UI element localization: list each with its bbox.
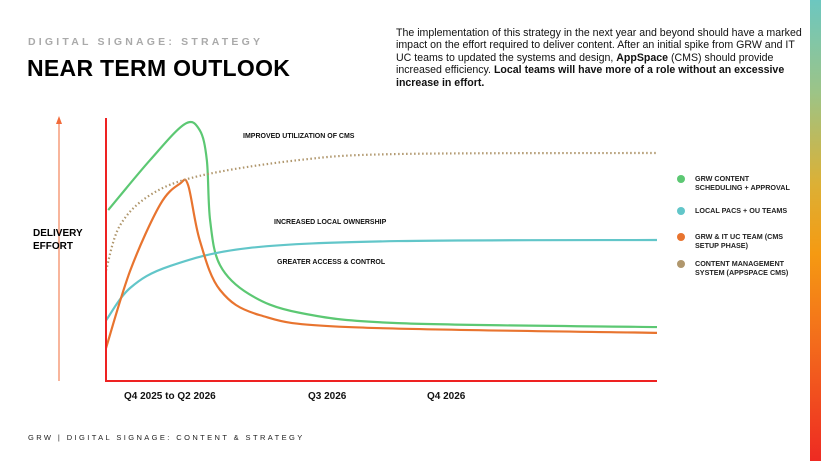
annotation: INCREASED LOCAL OWNERSHIP — [274, 219, 387, 226]
intro-part: (CMS) should provide increased efficienc… — [396, 51, 774, 77]
y-axis-label: DELIVERY EFFORT — [33, 228, 83, 252]
intro-bold: Local teams will have more of a role wit… — [396, 64, 785, 89]
legend-label: GRW CONTENT SCHEDULING + APPROVAL — [695, 174, 790, 192]
series-line — [105, 238, 658, 322]
legend-label: LOCAL PACS + OU TEAMS — [695, 206, 788, 215]
x-tick-label: Q3 2026 — [308, 391, 347, 402]
legend-dot-icon — [677, 207, 685, 215]
gradient-bar — [810, 0, 821, 461]
annotation: IMPROVED UTILIZATION OF CMS — [243, 133, 355, 140]
annotation: GREATER ACCESS & CONTROL — [277, 259, 386, 266]
series-line — [107, 120, 658, 329]
legend-label: GRW & IT UC TEAM (CMS SETUP PHASE) — [695, 232, 784, 250]
legend-dot-icon — [677, 175, 685, 183]
intro-text: The implementation of this strategy in t… — [396, 27, 806, 89]
legend-item: LOCAL PACS + OU TEAMS — [677, 206, 807, 215]
intro-bold: AppSpace — [616, 51, 669, 64]
series-line — [104, 151, 658, 271]
kicker: DIGITAL SIGNAGE: STRATEGY — [28, 36, 264, 48]
arrow-head-icon — [56, 116, 62, 124]
intro-part: The implementation of this strategy in t… — [396, 27, 802, 64]
legend-item: CONTENT MANAGEMENT SYSTEM (APPSPACE CMS) — [677, 259, 802, 277]
legend-dot-icon — [677, 260, 685, 268]
footer: GRW | DIGITAL SIGNAGE: CONTENT & STRATEG… — [28, 433, 305, 442]
series-line — [104, 178, 658, 349]
legend-dot-icon — [677, 233, 685, 241]
legend-item: GRW & IT UC TEAM (CMS SETUP PHASE) — [677, 232, 797, 250]
x-tick-label: Q4 2025 to Q2 2026 — [124, 391, 216, 402]
page-title: NEAR TERM OUTLOOK — [27, 55, 291, 81]
legend-item: GRW CONTENT SCHEDULING + APPROVAL — [677, 174, 797, 192]
x-tick-label: Q4 2026 — [427, 391, 466, 402]
legend-label: CONTENT MANAGEMENT SYSTEM (APPSPACE CMS) — [695, 259, 789, 277]
